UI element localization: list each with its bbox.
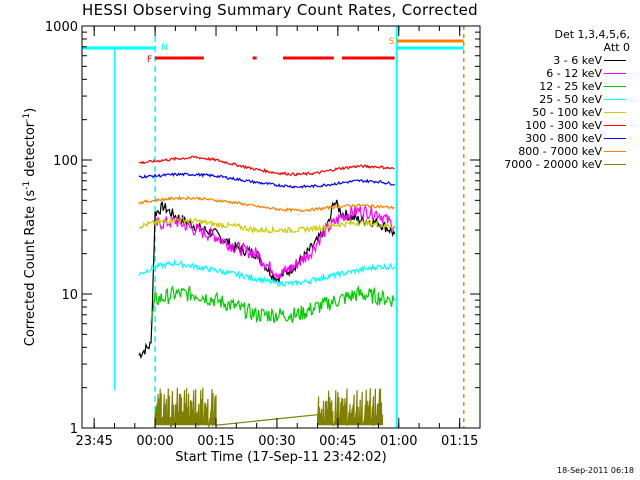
y-axis-label: Corrected Count Rate (s-1 detector-1): [22, 108, 38, 346]
y-tick-label: 10: [61, 288, 78, 303]
legend-item-label: 6 - 12 keV: [546, 67, 602, 80]
legend-item: 300 - 800 keV: [486, 132, 630, 145]
y-tick-label: 100: [53, 154, 78, 169]
legend-item: 12 - 25 keV: [486, 80, 630, 93]
legend-item-swatch: [604, 73, 626, 74]
plot-frame: [81, 25, 481, 429]
legend-item-label: 7000 - 20000 keV: [504, 158, 602, 171]
legend-item-swatch: [604, 125, 626, 126]
y-tick-label: 1000: [45, 20, 78, 35]
flag-f: F: [147, 55, 152, 65]
series-line-2: [150, 284, 395, 324]
legend-item: 50 - 100 keV: [486, 106, 630, 119]
legend-item: 100 - 300 keV: [486, 119, 630, 132]
legend-header-line-1: Det 1,3,4,5,6,: [554, 28, 630, 41]
legend-item-label: 3 - 6 keV: [553, 54, 602, 67]
legend-item-swatch: [604, 138, 626, 139]
legend-header: Det 1,3,4,5,6, Att 0: [518, 28, 630, 54]
legend-item-label: 800 - 7000 keV: [518, 145, 602, 158]
series-line-5: [138, 155, 395, 177]
series-line-7: [138, 195, 395, 213]
x-axis-label: Start Time (17-Sep-11 23:42:02): [175, 450, 386, 465]
series-line-8: [154, 387, 384, 429]
x-tick-label: 01:00: [380, 434, 417, 449]
series-line-3: [138, 258, 396, 287]
legend-item: 800 - 7000 keV: [486, 145, 630, 158]
flag-s: S: [389, 37, 395, 47]
series-line-1: [154, 205, 396, 281]
legend-item-swatch: [604, 164, 626, 165]
legend-item-label: 300 - 800 keV: [525, 132, 602, 145]
chart-title: HESSI Observing Summary Count Rates, Cor…: [82, 1, 478, 19]
series-line-4: [138, 216, 395, 234]
legend: 3 - 6 keV 6 - 12 keV 12 - 25 keV 25 - 50 ke…: [486, 54, 630, 171]
legend-item-swatch: [604, 99, 626, 100]
legend-item-label: 12 - 25 keV: [539, 80, 602, 93]
x-tick-label: 00:15: [197, 434, 234, 449]
x-tick-label: 01:15: [441, 434, 478, 449]
legend-item: 7000 - 20000 keV: [486, 158, 630, 171]
x-tick-label: 00:30: [258, 434, 295, 449]
x-tick-label: 00:45: [319, 434, 356, 449]
legend-item-label: 25 - 50 keV: [539, 93, 602, 106]
legend-item-swatch: [604, 112, 626, 113]
legend-header-line-2: Att 0: [603, 41, 630, 54]
legend-item-label: 50 - 100 keV: [532, 106, 602, 119]
x-tick-label: 00:00: [136, 434, 173, 449]
legend-item: 25 - 50 keV: [486, 93, 630, 106]
legend-item-swatch: [604, 151, 626, 152]
x-tick-label: 23:45: [75, 434, 112, 449]
series-line-6: [138, 172, 396, 189]
footer-date: 18-Sep-2011 06:18: [557, 466, 634, 475]
legend-item-swatch: [604, 60, 626, 61]
legend-item: 6 - 12 keV: [486, 67, 630, 80]
flag-n: N: [161, 43, 168, 53]
y-tick-label: 1: [70, 422, 78, 437]
legend-item-swatch: [604, 86, 626, 87]
legend-item: 3 - 6 keV: [486, 54, 630, 67]
legend-item-label: 100 - 300 keV: [525, 119, 602, 132]
